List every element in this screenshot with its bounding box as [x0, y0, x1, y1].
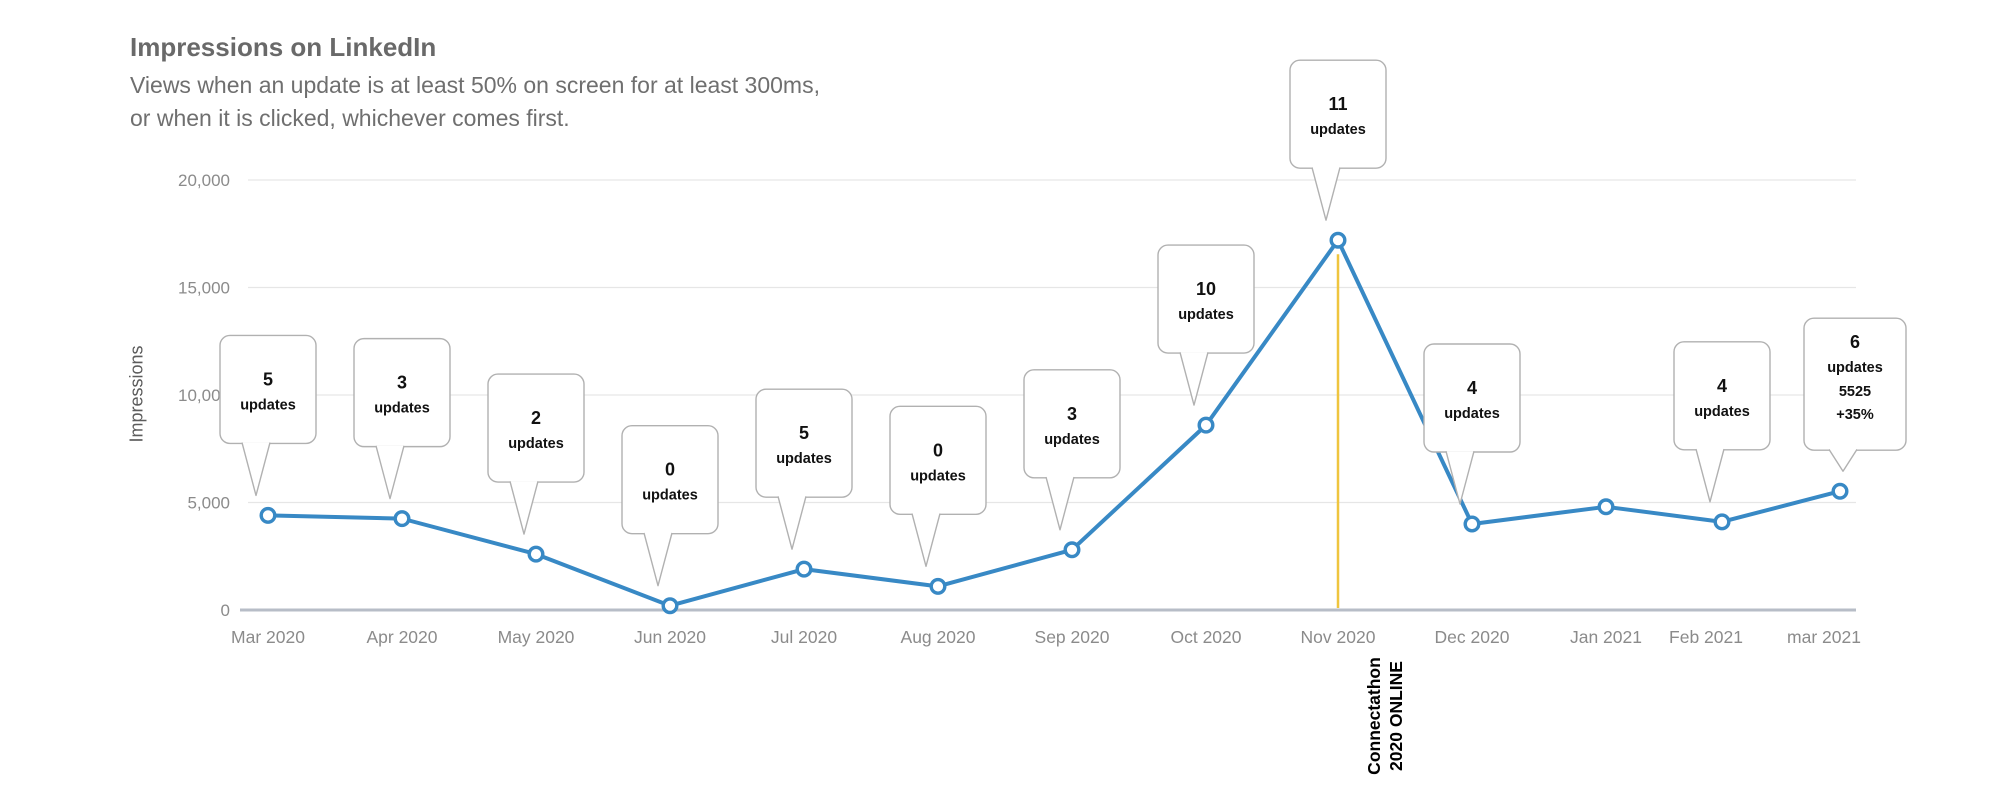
callout-bubble	[1423, 343, 1521, 453]
callout-tail	[1445, 451, 1475, 505]
x-tick-label: Feb 2021	[1669, 627, 1743, 647]
x-tick-label: Jun 2020	[634, 627, 706, 647]
y-tick-label: 10,000	[178, 386, 230, 405]
callout-tail	[375, 445, 405, 500]
data-point-marker	[393, 510, 411, 528]
y-tick-label: 15,000	[178, 279, 230, 298]
x-tick-label: Dec 2020	[1435, 627, 1510, 647]
callout-text: 5	[799, 423, 809, 443]
data-point-marker	[929, 577, 947, 595]
callout-text: updates	[910, 468, 966, 484]
callout-bubble	[353, 337, 451, 448]
data-point-marker	[527, 545, 545, 563]
callout-tail	[643, 532, 673, 587]
callout-tail	[1828, 449, 1858, 472]
y-tick-label: 0	[221, 601, 230, 620]
x-tick-label: Jul 2020	[771, 627, 837, 647]
callout-text: updates	[374, 401, 430, 417]
chart-subtitle-line2: or when it is clicked, whichever comes f…	[130, 105, 570, 131]
callout-text: 0	[665, 460, 675, 480]
callout-text: 3	[397, 373, 407, 393]
callout-text: 2	[531, 408, 541, 428]
callout-text: updates	[1178, 307, 1234, 323]
callout-text: 6	[1850, 332, 1860, 352]
chart-subtitle-line1: Views when an update is at least 50% on …	[130, 72, 820, 98]
data-point-marker	[1831, 482, 1849, 500]
callout-text: 11	[1328, 94, 1347, 114]
callout-text: 4	[1467, 378, 1477, 398]
callout-text: 5525	[1839, 384, 1871, 400]
x-tick-label: Oct 2020	[1170, 627, 1241, 647]
data-point-marker	[1597, 498, 1615, 516]
callout-tail	[911, 513, 941, 568]
callout-tail	[509, 481, 539, 535]
data-point-marker	[259, 506, 277, 524]
chart-title: Impressions on LinkedIn	[130, 32, 437, 62]
callout-text: updates	[1044, 432, 1100, 448]
callout-tail	[241, 442, 271, 497]
callout-text: updates	[1827, 360, 1883, 376]
callout-text: 5	[263, 369, 273, 389]
callout-text: updates	[508, 436, 564, 452]
x-tick-label: Aug 2020	[901, 627, 976, 647]
callout-text: +35%	[1836, 407, 1874, 423]
data-point-marker	[795, 560, 813, 578]
callout-text: 0	[933, 440, 943, 460]
data-point-marker	[1713, 513, 1731, 531]
callout-tail	[1179, 352, 1209, 406]
x-tick-label: Sep 2020	[1035, 627, 1110, 647]
data-point-marker	[1197, 416, 1215, 434]
y-tick-label: 5,000	[187, 494, 230, 513]
x-tick-label: Nov 2020	[1301, 627, 1376, 647]
callout-tail	[777, 496, 807, 550]
x-tick-label: mar 2021	[1787, 627, 1861, 647]
callout-text: 3	[1067, 404, 1077, 424]
callout-text: updates	[1694, 404, 1750, 420]
data-point-marker	[1063, 541, 1081, 559]
x-tick-label: Apr 2020	[366, 627, 437, 647]
callout-text: 10	[1196, 279, 1216, 299]
data-point-marker	[1463, 515, 1481, 533]
callout-tail	[1695, 448, 1725, 503]
callout-text: updates	[776, 451, 832, 467]
event-annotation-label: Connectathon 2020 ONLINE	[1364, 657, 1406, 775]
data-point-marker	[661, 597, 679, 615]
callout-text: updates	[1310, 122, 1366, 138]
x-tick-label: Mar 2020	[231, 627, 305, 647]
callout-tail	[1311, 167, 1341, 221]
data-point-marker	[1329, 231, 1347, 249]
callout-text: 4	[1717, 376, 1727, 396]
callout-text: updates	[1444, 406, 1500, 422]
callout-text: updates	[642, 488, 698, 504]
callout-text: updates	[240, 397, 296, 413]
y-tick-label: 20,000	[178, 171, 230, 190]
x-tick-label: May 2020	[498, 627, 575, 647]
callout-tail	[1045, 476, 1075, 531]
x-tick-label: Jan 2021	[1570, 627, 1642, 647]
